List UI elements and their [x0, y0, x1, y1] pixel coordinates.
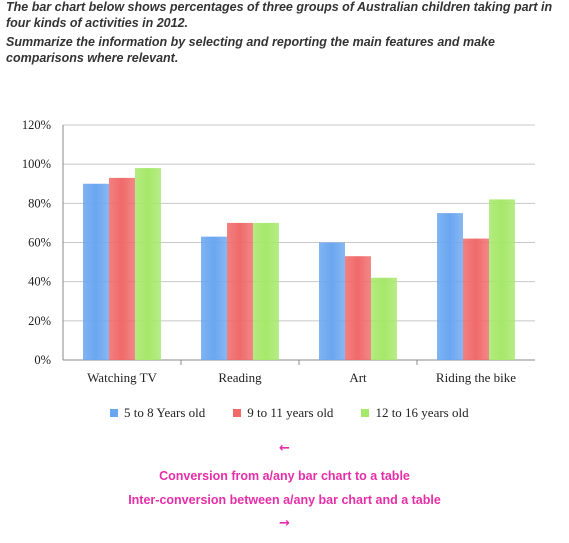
next-arrow-icon[interactable]: → — [279, 516, 290, 531]
bar — [201, 236, 227, 360]
bar — [489, 199, 515, 360]
bar — [319, 242, 345, 360]
bar-chart: 0% 20% 40% 60% 80% 100% 120% Watching TV Reading… — [22, 118, 535, 385]
bar — [463, 238, 489, 360]
x-tick-label: Reading — [218, 370, 262, 385]
prompt-line-2: Summarize the information by selecting a… — [6, 35, 495, 65]
legend-swatch — [233, 409, 242, 417]
y-tick-label: 120% — [22, 118, 51, 132]
legend-label: 5 to 8 Years old — [124, 405, 206, 420]
bar — [83, 183, 109, 360]
legend-item: 5 to 8 Years old — [110, 405, 205, 421]
x-tick-label: Watching TV — [87, 370, 157, 385]
bar — [227, 222, 253, 360]
bar — [253, 222, 279, 360]
conversion-link[interactable]: Conversion from a/any bar chart to a tab… — [159, 469, 410, 483]
y-tick-label: 20% — [28, 314, 51, 328]
y-tick-label: 100% — [22, 157, 51, 171]
y-tick-label: 40% — [28, 275, 51, 289]
x-tick-label: Art — [349, 370, 367, 385]
chart-legend: 5 to 8 Years old 9 to 11 years old 12 to 1… — [110, 405, 469, 421]
legend-item: 12 to 16 years old — [361, 405, 469, 421]
bar — [437, 213, 463, 360]
y-tick-label: 80% — [28, 196, 51, 210]
legend-swatch — [361, 409, 370, 417]
legend-label: 9 to 11 years old — [247, 405, 334, 420]
bar — [345, 256, 371, 360]
inter-conversion-link[interactable]: Inter-conversion between a/any bar chart… — [128, 493, 441, 507]
legend-label: 12 to 16 years old — [375, 405, 469, 420]
legend-swatch — [110, 409, 118, 417]
previous-arrow-icon[interactable]: ← — [279, 441, 290, 456]
prompt-line-1: The bar chart below shows percentages of… — [6, 0, 553, 30]
bar — [109, 177, 135, 360]
bar — [135, 168, 161, 360]
legend-item: 9 to 11 years old — [233, 405, 333, 421]
bar — [371, 277, 397, 360]
task-prompt: The bar chart below shows percentages of… — [6, 0, 566, 66]
x-tick-label: Riding the bike — [436, 370, 516, 385]
y-tick-label: 60% — [28, 236, 51, 250]
y-tick-label: 0% — [34, 353, 51, 367]
